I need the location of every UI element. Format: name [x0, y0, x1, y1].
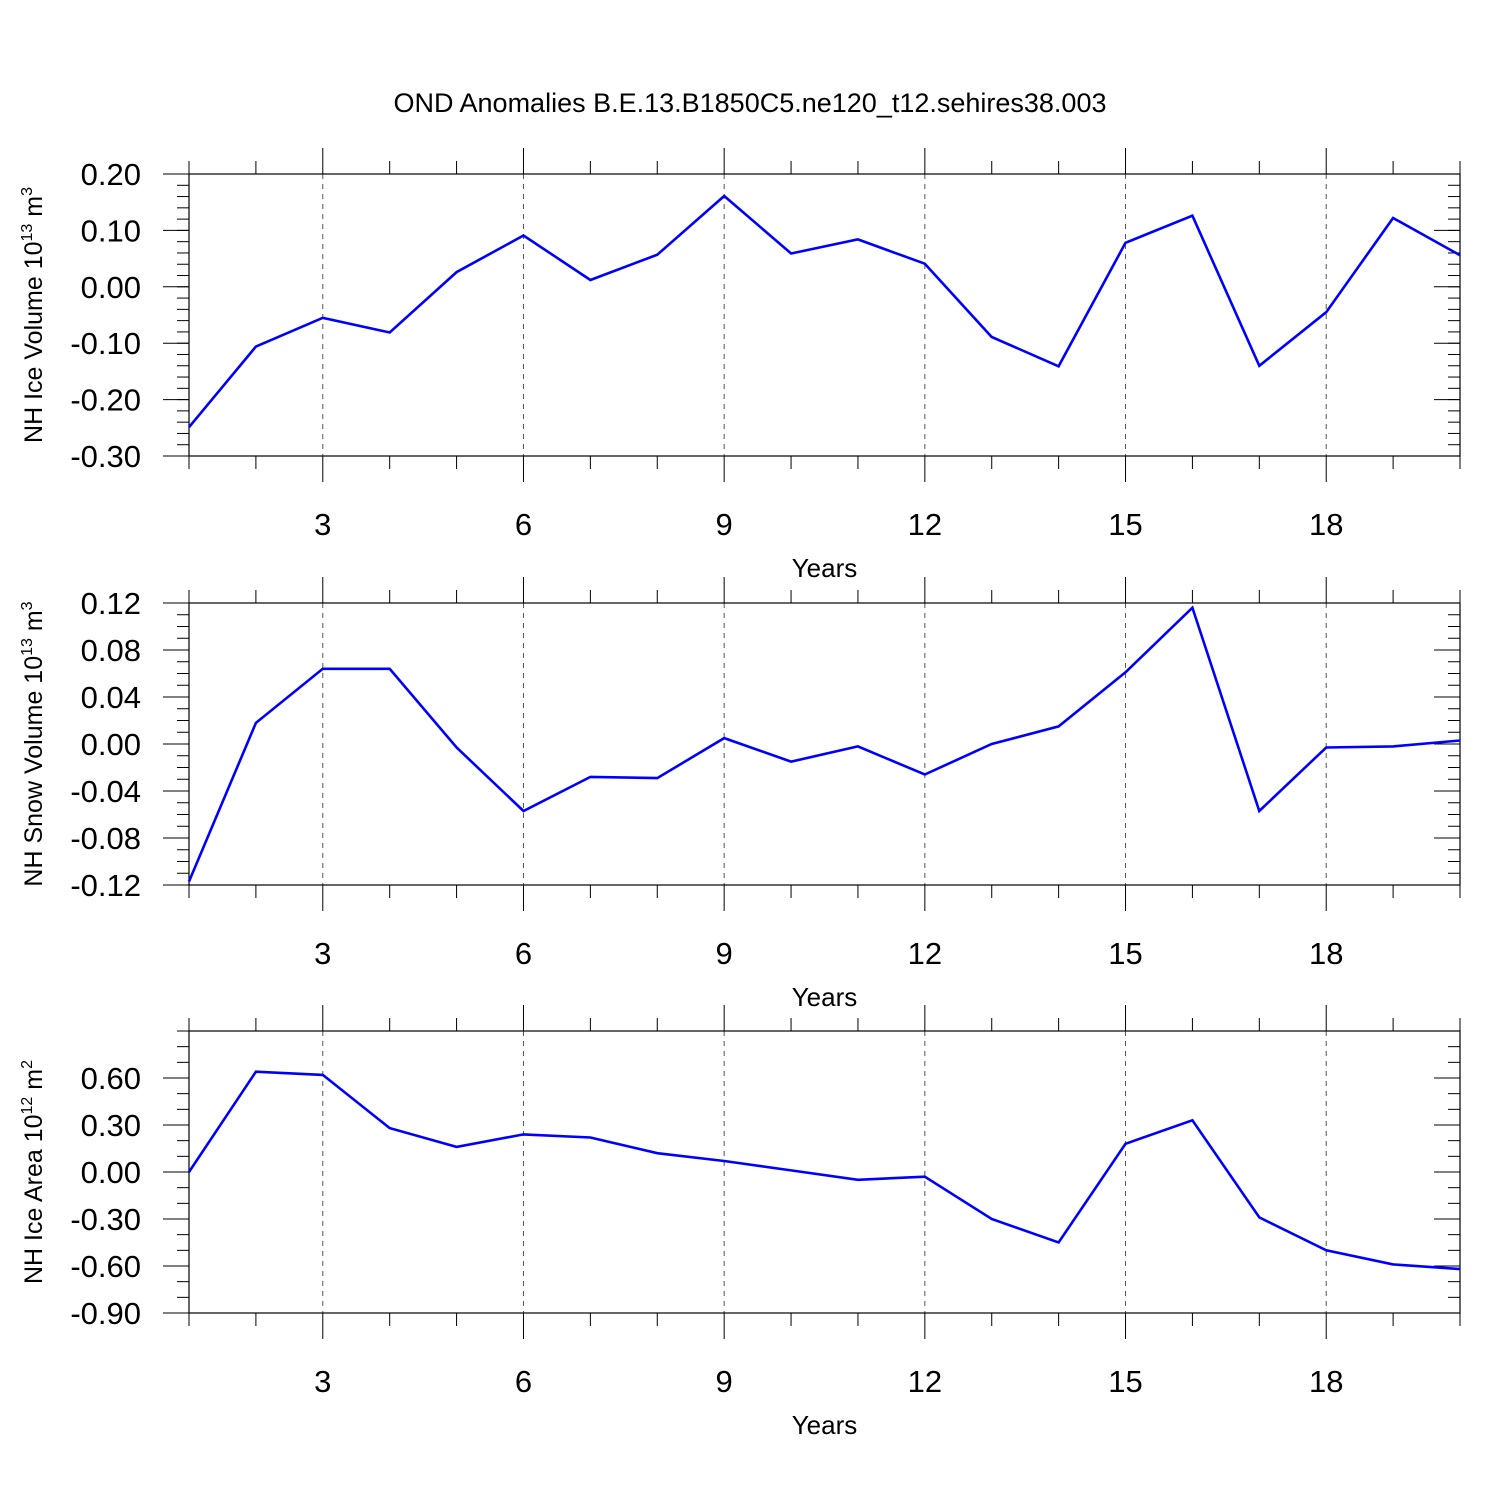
chart-panel-2: 0.12 0.08 0.04 0.00 -0.04 -0.08 -0.12 3 6 9 12 15 18…: [19, 577, 1461, 1012]
y-axis-title-part: NH Ice Volume 10: [20, 241, 48, 443]
x-tick-label: 12: [908, 507, 942, 542]
y-tick-label: -0.90: [70, 1296, 141, 1331]
x-tick-label: 18: [1309, 936, 1343, 971]
x-tick-label: 9: [716, 507, 733, 542]
y-axis-title-part: m: [20, 196, 48, 224]
y-tick-label: -0.60: [70, 1249, 141, 1284]
chart-title: OND Anomalies B.E.13.B1850C5.ne120_t12.s…: [394, 88, 1107, 118]
x-tick-label: 3: [314, 1364, 331, 1399]
plot-frame: [188, 173, 1461, 457]
y-tick-label: -0.10: [70, 326, 141, 361]
y-tick-label: 0.30: [81, 1108, 141, 1143]
y-tick-label: -0.04: [70, 774, 141, 809]
x-tick-label: 6: [515, 507, 532, 542]
series-line: [187, 1070, 1461, 1271]
y-axis-title-part: NH Ice Area 10: [20, 1114, 48, 1284]
x-tick-label: 6: [515, 1364, 532, 1399]
y-axis-title-superscript: 13: [19, 638, 36, 656]
x-tick-label: 18: [1309, 1364, 1343, 1399]
series-line: [187, 605, 1461, 883]
y-tick-label: 0.00: [81, 1155, 141, 1190]
plot-frame: [188, 1030, 1461, 1314]
y-axis-title-part: m: [20, 610, 48, 638]
x-tick-label: 6: [515, 936, 532, 971]
y-axis-title-superscript: 2: [19, 1060, 36, 1069]
y-tick-label: 0.04: [81, 680, 141, 715]
x-tick-label: 15: [1108, 936, 1142, 971]
y-axis-title-superscript: 3: [19, 601, 36, 610]
x-tick-label: 9: [716, 936, 733, 971]
x-axis-title: Years: [792, 553, 858, 583]
y-tick-label: 0.60: [81, 1061, 141, 1096]
series-line: [187, 194, 1461, 429]
y-axis-title-superscript: 3: [19, 187, 36, 196]
x-tick-label: 15: [1108, 1364, 1142, 1399]
x-tick-label: 9: [716, 1364, 733, 1399]
x-axis-title: Years: [792, 1410, 858, 1440]
x-tick-label: 18: [1309, 507, 1343, 542]
y-axis-title: NH Ice Volume 1013 m3: [19, 187, 48, 443]
y-axis-title-part: m: [20, 1069, 48, 1097]
y-tick-label: -0.12: [70, 868, 141, 903]
y-axis-title-superscript: 12: [19, 1097, 36, 1115]
y-tick-label: 0.00: [81, 727, 141, 762]
y-tick-label: 0.10: [81, 213, 141, 248]
y-tick-label: 0.20: [81, 157, 141, 192]
chart-panels: 0.20 0.10 0.00 -0.10 -0.20 -0.30 3 6 9 12 15 18 Year…: [19, 148, 1461, 1440]
x-tick-label: 3: [314, 936, 331, 971]
x-tick-label: 12: [908, 1364, 942, 1399]
chart-panel-1: 0.20 0.10 0.00 -0.10 -0.20 -0.30 3 6 9 12 15 18 Year…: [19, 148, 1461, 583]
plot-frame: [188, 602, 1461, 886]
y-axis-title-superscript: 13: [19, 224, 36, 242]
y-tick-label: -0.30: [70, 1202, 141, 1237]
y-tick-label: 0.00: [81, 270, 141, 305]
y-axis-title: NH Snow Volume 1013 m3: [19, 601, 48, 886]
y-tick-label: -0.20: [70, 383, 141, 418]
y-tick-label: 0.12: [81, 586, 141, 621]
chart-panel-3: 0.60 0.30 0.00 -0.30 -0.60 -0.90 3 6 9 12 15 18 Year…: [19, 1005, 1461, 1440]
y-tick-label: -0.30: [70, 439, 141, 474]
x-tick-label: 15: [1108, 507, 1142, 542]
y-axis-title: NH Ice Area 1012 m2: [19, 1060, 48, 1284]
y-tick-label: -0.08: [70, 821, 141, 856]
x-tick-label: 3: [314, 507, 331, 542]
x-tick-label: 12: [908, 936, 942, 971]
x-axis-title: Years: [792, 982, 858, 1012]
y-tick-label: 0.08: [81, 633, 141, 668]
y-axis-title-part: NH Snow Volume 10: [20, 656, 48, 887]
